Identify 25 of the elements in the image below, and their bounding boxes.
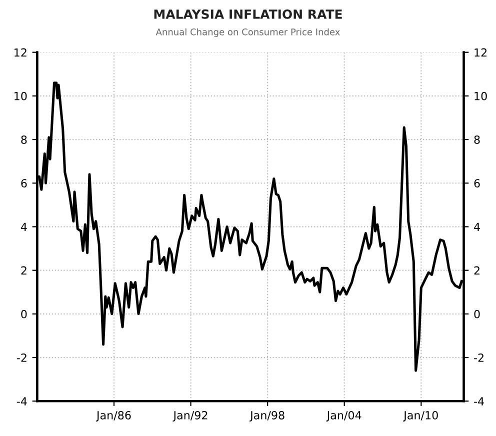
chart-subtitle: Annual Change on Consumer Price Index [156,28,340,38]
y2-tick-label: 0 [474,310,480,318]
chart-title: MALAYSIA INFLATION RATE [154,9,342,19]
y2-tick-label: 10 [474,92,487,100]
y2-tick-label: -2 [474,353,484,362]
y-tick-label: 0 [21,310,27,318]
y-tick-label: 4 [20,222,27,231]
y-tick-label: 6 [21,179,27,188]
y-tick-label: -2 [16,353,26,362]
y-tick-label: 2 [21,266,26,275]
y2-tick-label: 6 [474,179,480,188]
y2-tick-label: 4 [474,222,480,231]
y-tick-label: -4 [16,397,27,406]
x-tick-label: Jan/98 [250,411,284,422]
y-tick-label: 8 [21,135,27,144]
y2-tick-label: -4 [474,397,484,406]
y2-tick-label: 8 [474,135,480,144]
x-tick-label: Jan/92 [172,411,208,422]
y-tick-label: 10 [14,92,27,100]
x-tick-label: Jan/10 [403,411,438,422]
x-tick-label: Jan/04 [326,411,362,422]
x-tick-label: Jan/86 [96,411,131,422]
y2-tick-label: 12 [474,48,487,57]
y2-tick-label: 2 [474,266,480,275]
y-tick-label: 12 [14,48,26,57]
